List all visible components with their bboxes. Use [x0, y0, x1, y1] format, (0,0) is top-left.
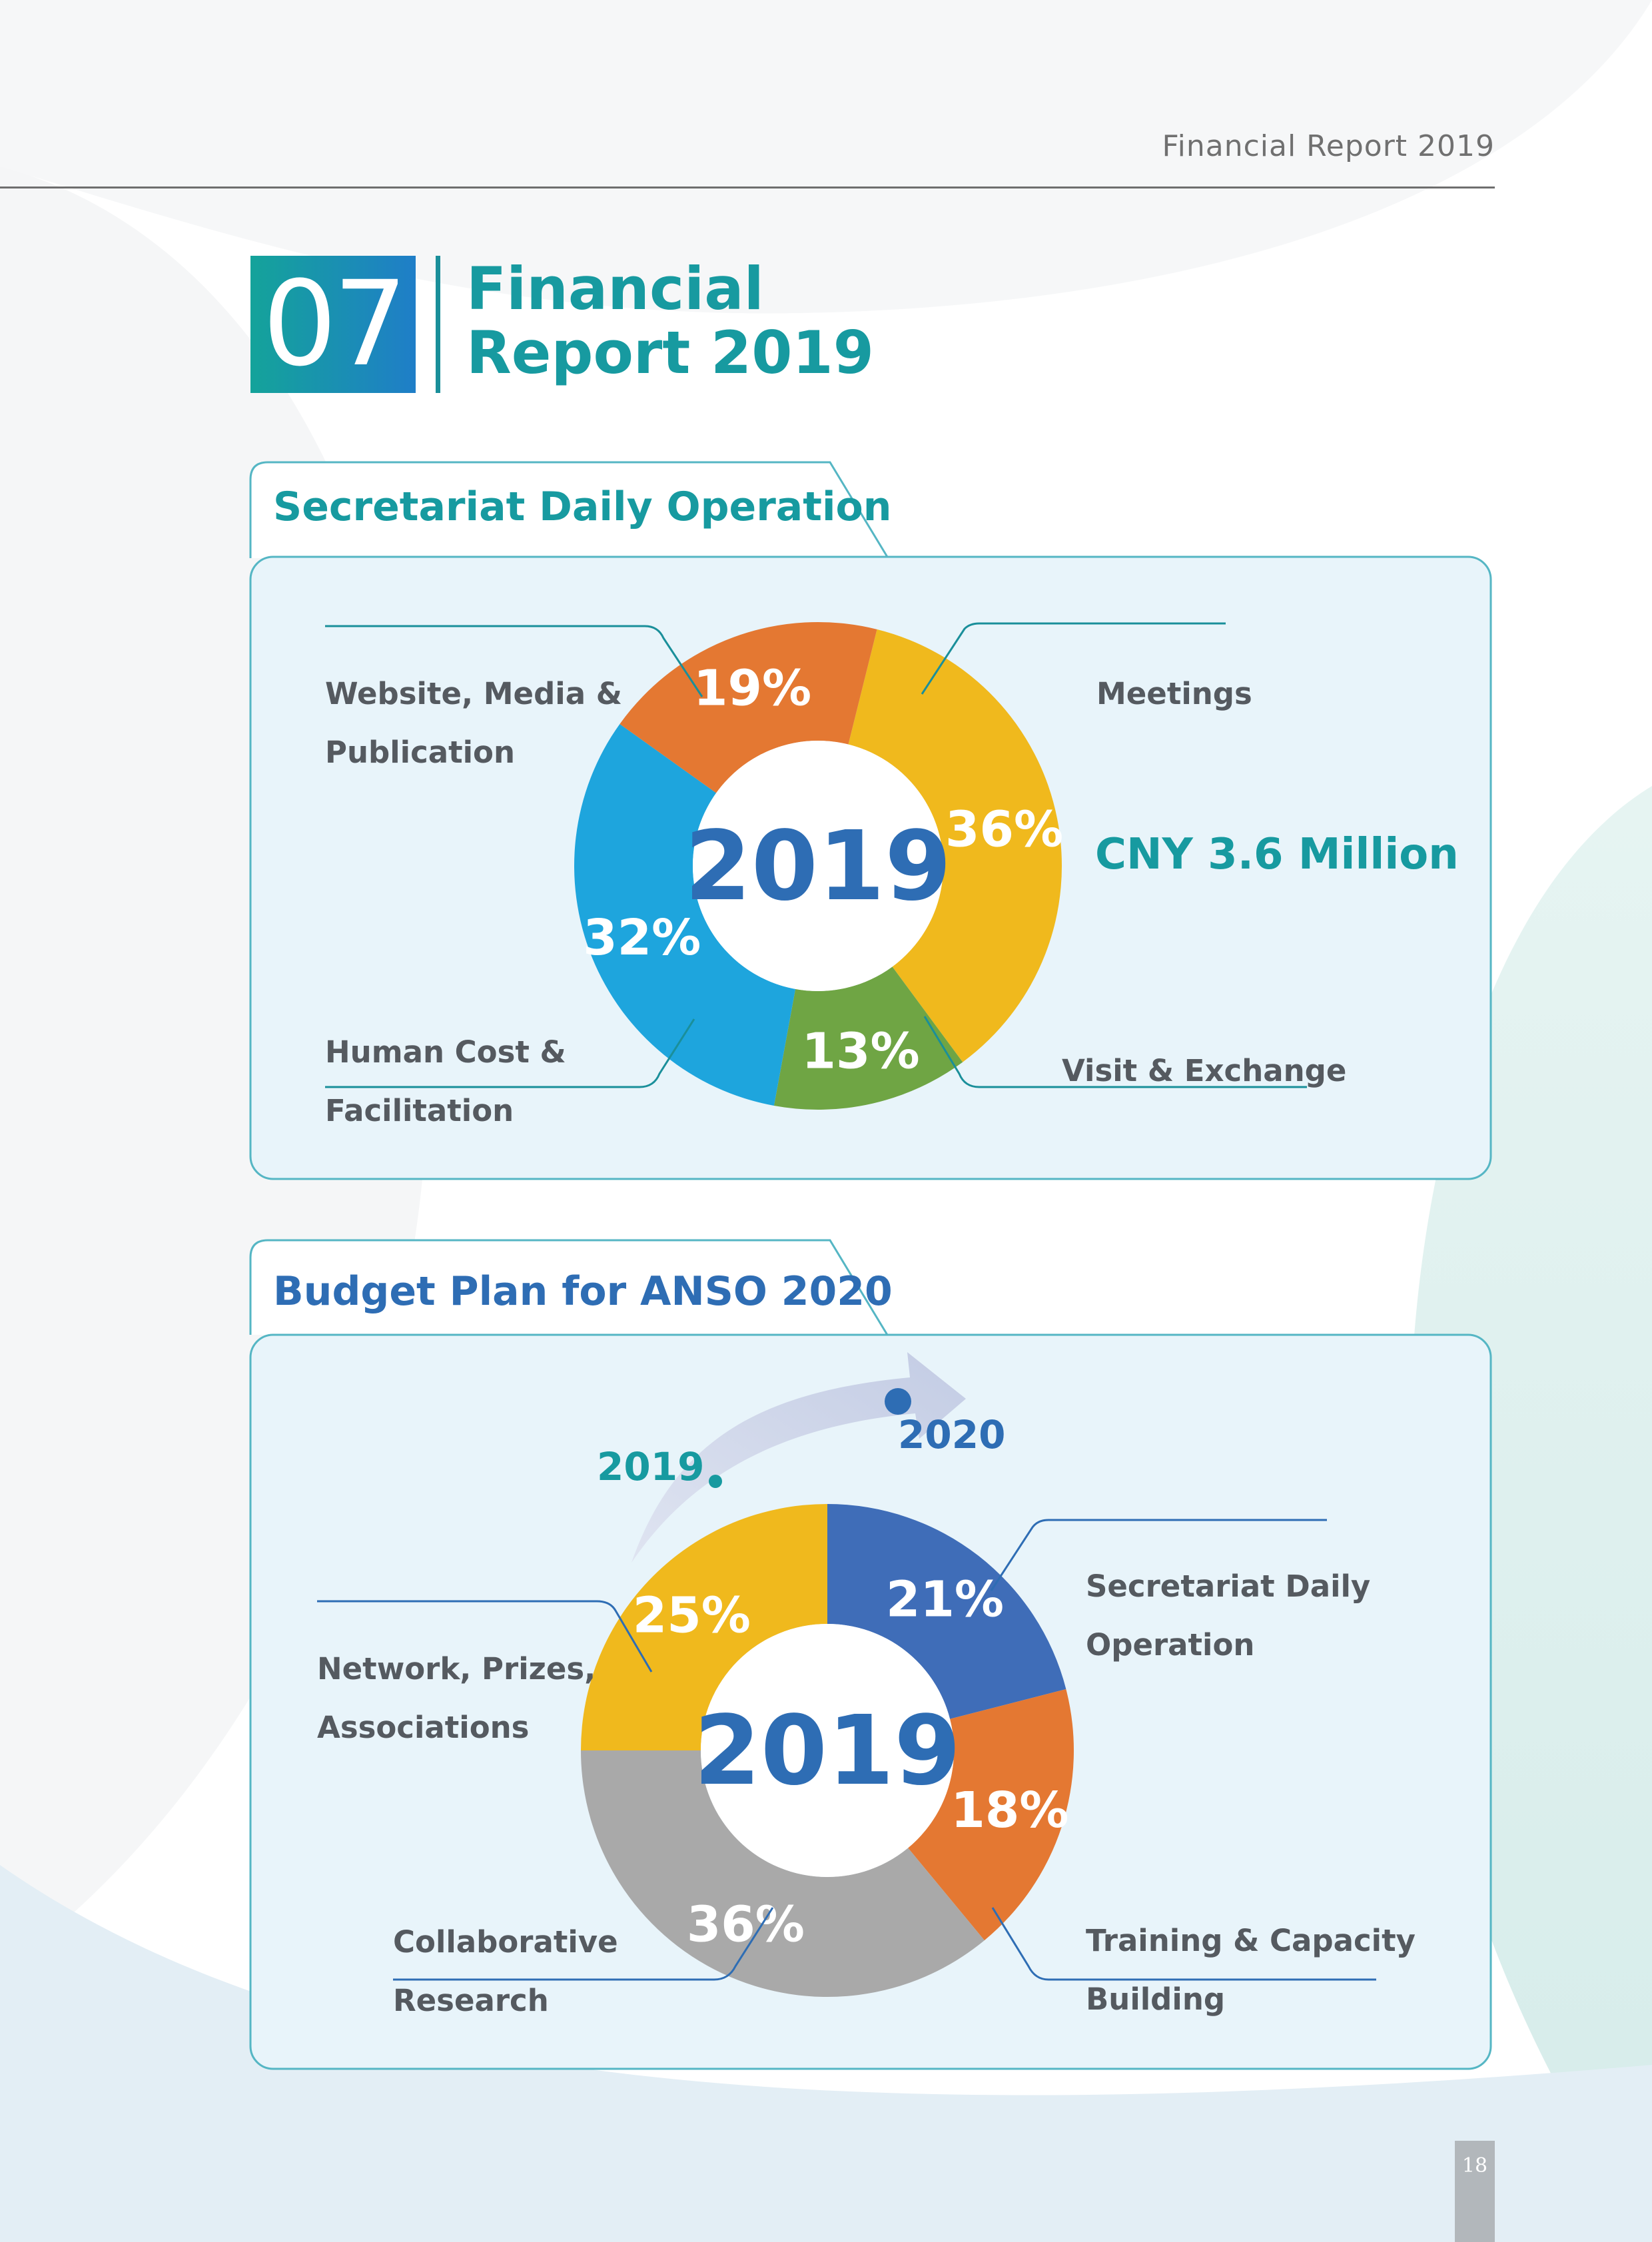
- slice-value-label: 19%: [693, 660, 811, 717]
- category-label-line: Training & Capacity: [1086, 1923, 1416, 1958]
- slice-value-label: 18%: [951, 1782, 1068, 1839]
- donut-slice: [908, 1688, 1074, 1941]
- donut-center-label: 2019: [694, 1694, 961, 1806]
- slice-value-label: 25%: [633, 1587, 751, 1644]
- leader-line: [325, 1018, 695, 1088]
- category-label-line: Secretariat Daily: [1086, 1569, 1371, 1604]
- slice-value-label: 21%: [886, 1571, 1004, 1628]
- category-label-line: Building: [1086, 1982, 1226, 2017]
- category-label-line: Network, Prizes,: [317, 1651, 596, 1686]
- chapter-title-line1: Financial: [466, 254, 764, 323]
- total-amount: CNY 3.6 Million: [1095, 830, 1459, 879]
- category-label: Training & Capacity Building: [1086, 1897, 1416, 2044]
- category-label-line: Publication: [325, 735, 516, 770]
- category-label: Secretariat Daily Operation: [1086, 1543, 1370, 1689]
- donut-slice: [581, 1750, 985, 1997]
- leader-line: [990, 1519, 1327, 1591]
- year-dot-2020: [885, 1388, 911, 1415]
- leader-line: [991, 1907, 1376, 1981]
- category-label-line: Associations: [317, 1710, 530, 1745]
- growth-arrow: [631, 1352, 966, 1563]
- chapter-title-line2: Report 2019: [466, 318, 874, 387]
- year-dot-2019: [709, 1475, 722, 1488]
- category-label-line: Research: [393, 1983, 549, 2018]
- slice-value-label: 36%: [945, 801, 1063, 859]
- arrow-label-to-year: 2020: [898, 1412, 1006, 1457]
- section-title-budget-plan: Budget Plan for ANSO 2020: [273, 1268, 893, 1315]
- leader-line: [393, 1907, 774, 1981]
- category-label-line: Human Cost &: [325, 1034, 566, 1070]
- donut-chart-budget-plan: 21% 18% 36% 25% 2019: [317, 1504, 1376, 1997]
- category-label-line: Meetings: [1096, 676, 1252, 711]
- header-rule: [0, 187, 1495, 188]
- donut-slice: [620, 621, 877, 793]
- page-number: 18: [1455, 2141, 1495, 2242]
- category-label: Visit & Exchange: [1062, 1027, 1346, 1115]
- leader-line: [923, 1016, 1307, 1088]
- chapter-divider: [436, 256, 440, 393]
- donut-slice: [574, 723, 796, 1106]
- running-head: Financial Report 2019: [1162, 129, 1495, 163]
- chapter-title: Financial Report 2019: [466, 257, 874, 385]
- donut-slice: [848, 629, 1062, 1062]
- donut-hole: [693, 741, 943, 991]
- category-label: Meetings: [1096, 650, 1252, 738]
- category-label: Collaborative Research: [393, 1898, 618, 2045]
- donut-chart-daily-operation: 36% 13% 32% 19% 2019: [325, 621, 1307, 1110]
- category-label: Website, Media & Publication: [325, 650, 622, 797]
- leader-line: [325, 625, 703, 697]
- category-label-line: Visit & Exchange: [1062, 1053, 1347, 1088]
- category-label-line: Operation: [1086, 1627, 1255, 1663]
- slice-value-label: 13%: [802, 1023, 920, 1080]
- category-label-line: Collaborative: [393, 1924, 618, 1960]
- donut-slice: [773, 966, 963, 1110]
- category-label: Human Cost & Facilitation: [325, 1008, 566, 1155]
- bg-shape-top: [0, 0, 1652, 314]
- leader-line: [317, 1600, 653, 1673]
- arrow-label-from-year: 2019: [597, 1444, 705, 1489]
- section-title-daily-operation: Secretariat Daily Operation: [273, 484, 892, 530]
- category-label-line: Website, Media &: [325, 676, 622, 711]
- donut-hole: [701, 1624, 954, 1877]
- slice-value-label: 32%: [583, 909, 701, 966]
- bg-shape-bottom: [0, 1865, 1652, 2242]
- category-label: Network, Prizes, Associations: [317, 1625, 596, 1772]
- donut-center-label: 2019: [685, 810, 952, 922]
- donut-slice: [581, 1504, 827, 1750]
- category-label-line: Facilitation: [325, 1093, 514, 1128]
- donut-slice: [827, 1504, 1066, 1719]
- leader-line: [921, 622, 1226, 695]
- chapter-number: 07: [250, 256, 416, 393]
- slice-value-label: 36%: [687, 1896, 805, 1954]
